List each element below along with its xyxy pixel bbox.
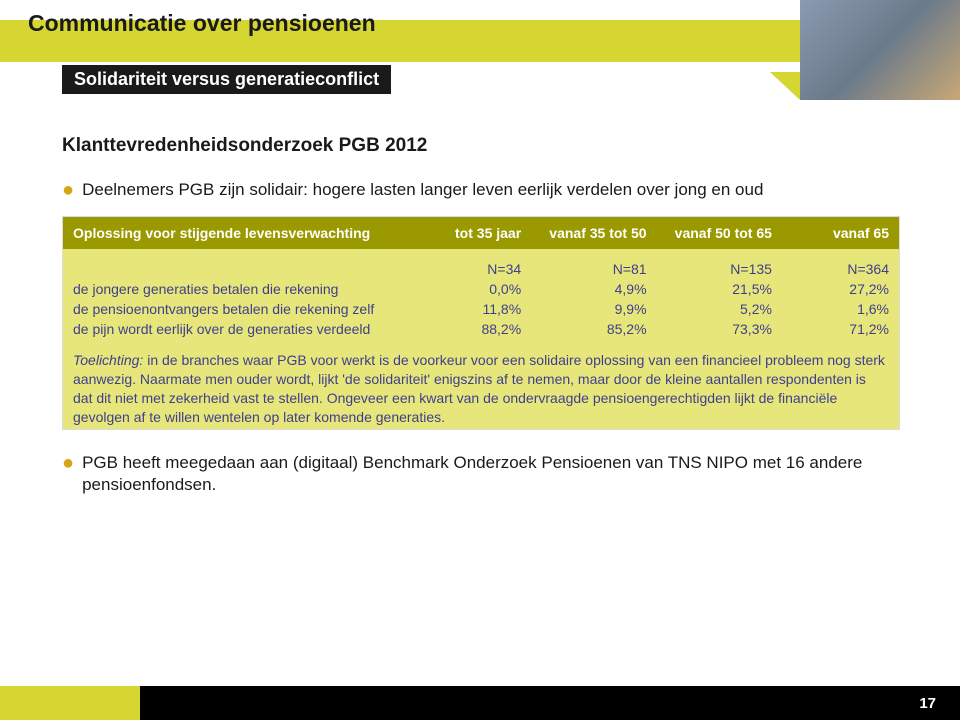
cell: 27,2% <box>782 279 899 299</box>
decorative-photo <box>800 0 960 100</box>
bullet-icon: ● <box>62 452 74 474</box>
table-header-row: Oplossing voor stijgende levensverwachti… <box>63 217 899 249</box>
cell: N=135 <box>657 259 782 279</box>
footer-accent <box>0 686 140 720</box>
cell <box>63 259 431 279</box>
page-number: 17 <box>919 695 936 712</box>
data-table-container: Oplossing voor stijgende levensverwachti… <box>62 216 900 430</box>
bullet-item-1: ● Deelnemers PGB zijn solidair: hogere l… <box>62 179 900 202</box>
table-note-row: Toelichting: in de branches waar PGB voo… <box>63 349 899 429</box>
page-title: Communicatie over pensioenen <box>28 10 376 37</box>
cell: 5,2% <box>657 299 782 319</box>
cell: 85,2% <box>531 319 656 339</box>
col-header: vanaf 35 tot 50 <box>531 217 656 249</box>
decorative-chevron <box>770 72 800 100</box>
cell: 9,9% <box>531 299 656 319</box>
bullet-text: Deelnemers PGB zijn solidair: hogere las… <box>82 179 763 202</box>
cell: 0,0% <box>431 279 531 299</box>
col-header: vanaf 50 tot 65 <box>657 217 782 249</box>
table-row: de jongere generaties betalen die rekeni… <box>63 279 899 299</box>
cell: 4,9% <box>531 279 656 299</box>
table-note: Toelichting: in de branches waar PGB voo… <box>63 349 899 429</box>
col-header: Oplossing voor stijgende levensverwachti… <box>63 217 431 249</box>
footer-bar <box>0 686 960 720</box>
cell: 1,6% <box>782 299 899 319</box>
table-row: de pijn wordt eerlijk over de generaties… <box>63 319 899 339</box>
table-n-row: N=34 N=81 N=135 N=364 <box>63 259 899 279</box>
cell: 21,5% <box>657 279 782 299</box>
table-row: de pensioenontvangers betalen die rekeni… <box>63 299 899 319</box>
cell: de pensioenontvangers betalen die rekeni… <box>63 299 431 319</box>
cell: 73,3% <box>657 319 782 339</box>
content-area: Klanttevredenheidsonderzoek PGB 2012 ● D… <box>62 135 900 511</box>
bullet-item-2: ● PGB heeft meegedaan aan (digitaal) Ben… <box>62 452 900 498</box>
col-header: tot 35 jaar <box>431 217 531 249</box>
note-text: in de branches waar PGB voor werkt is de… <box>73 352 885 425</box>
cell: de jongere generaties betalen die rekeni… <box>63 279 431 299</box>
note-label: Toelichting: <box>73 352 143 368</box>
page-subtitle: Solidariteit versus generatieconflict <box>62 65 391 94</box>
cell: 71,2% <box>782 319 899 339</box>
cell: 88,2% <box>431 319 531 339</box>
bullet-text: PGB heeft meegedaan aan (digitaal) Bench… <box>82 452 900 498</box>
cell: N=34 <box>431 259 531 279</box>
cell: N=364 <box>782 259 899 279</box>
data-table: Oplossing voor stijgende levensverwachti… <box>63 217 899 429</box>
cell: N=81 <box>531 259 656 279</box>
col-header: vanaf 65 <box>782 217 899 249</box>
bullet-icon: ● <box>62 179 74 201</box>
section-heading: Klanttevredenheidsonderzoek PGB 2012 <box>62 135 900 157</box>
cell: 11,8% <box>431 299 531 319</box>
cell: de pijn wordt eerlijk over de generaties… <box>63 319 431 339</box>
